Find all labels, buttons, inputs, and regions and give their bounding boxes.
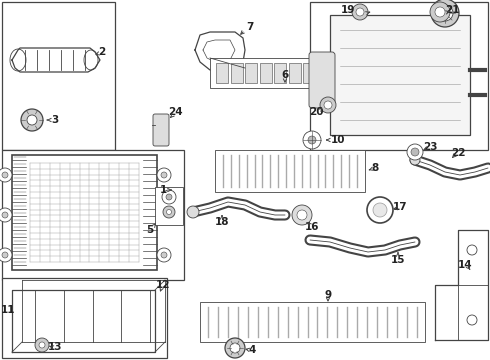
Circle shape (163, 206, 175, 218)
Text: 18: 18 (215, 217, 229, 227)
Circle shape (320, 97, 336, 113)
Text: 11: 11 (1, 305, 15, 315)
Circle shape (21, 109, 43, 131)
Circle shape (0, 248, 12, 262)
Bar (210, 58, 365, 88)
Circle shape (407, 144, 423, 160)
Circle shape (161, 212, 167, 218)
Text: 12: 12 (156, 280, 170, 290)
Circle shape (161, 252, 167, 258)
Circle shape (356, 8, 364, 16)
Bar (332, 63, 344, 83)
Text: 7: 7 (246, 22, 254, 32)
Bar (215, 150, 365, 192)
Circle shape (303, 131, 321, 149)
Text: 10: 10 (331, 135, 345, 145)
FancyBboxPatch shape (309, 52, 335, 108)
Text: 16: 16 (305, 222, 319, 232)
Bar (289, 63, 301, 83)
Text: 21: 21 (445, 5, 459, 15)
Circle shape (292, 205, 312, 225)
Circle shape (162, 190, 176, 204)
Circle shape (2, 212, 8, 218)
Circle shape (437, 5, 453, 21)
Circle shape (167, 210, 172, 215)
Bar (216, 63, 228, 83)
Bar (231, 63, 243, 83)
Circle shape (324, 101, 332, 109)
Bar (155, 187, 183, 225)
Circle shape (430, 2, 450, 22)
Circle shape (435, 7, 445, 17)
Circle shape (225, 338, 245, 358)
Circle shape (2, 252, 8, 258)
Bar (347, 63, 359, 83)
Bar (274, 63, 286, 83)
Circle shape (230, 343, 240, 353)
Text: 15: 15 (391, 255, 405, 265)
Circle shape (166, 194, 172, 200)
Bar (330, 15, 470, 135)
Circle shape (410, 155, 420, 165)
Circle shape (0, 168, 12, 182)
Circle shape (431, 0, 459, 27)
Text: 8: 8 (371, 163, 379, 173)
Text: 22: 22 (451, 148, 465, 158)
Circle shape (2, 172, 8, 178)
Text: 6: 6 (281, 70, 289, 80)
Text: 5: 5 (147, 225, 154, 235)
Circle shape (157, 168, 171, 182)
Circle shape (0, 208, 12, 222)
Text: 13: 13 (48, 342, 62, 352)
Circle shape (161, 172, 167, 178)
Bar (2, 2, 115, 150)
Text: 23: 23 (423, 142, 437, 152)
Bar (260, 63, 271, 83)
Circle shape (39, 342, 45, 348)
Circle shape (352, 4, 368, 20)
Circle shape (187, 206, 199, 218)
Circle shape (411, 148, 419, 156)
Circle shape (157, 208, 171, 222)
Text: 2: 2 (98, 47, 106, 57)
Circle shape (367, 197, 393, 223)
Bar (310, 2, 488, 150)
FancyBboxPatch shape (153, 114, 169, 146)
Bar (12, 155, 157, 270)
Circle shape (373, 203, 387, 217)
Text: 9: 9 (324, 290, 332, 300)
Text: 24: 24 (168, 107, 182, 117)
Text: 4: 4 (248, 345, 256, 355)
Bar (245, 63, 257, 83)
Text: 17: 17 (392, 202, 407, 212)
Circle shape (467, 315, 477, 325)
Bar (303, 63, 316, 83)
Circle shape (157, 248, 171, 262)
Bar (2, 278, 167, 358)
Text: 3: 3 (51, 115, 59, 125)
Circle shape (27, 115, 37, 125)
Circle shape (467, 245, 477, 255)
Circle shape (35, 338, 49, 352)
Text: 1: 1 (159, 185, 167, 195)
Text: 19: 19 (341, 5, 355, 15)
Circle shape (308, 136, 316, 144)
Bar (200, 302, 425, 342)
Circle shape (297, 210, 307, 220)
Bar (2, 150, 184, 280)
Text: 20: 20 (309, 107, 323, 117)
Text: 14: 14 (458, 260, 472, 270)
Bar (318, 63, 330, 83)
